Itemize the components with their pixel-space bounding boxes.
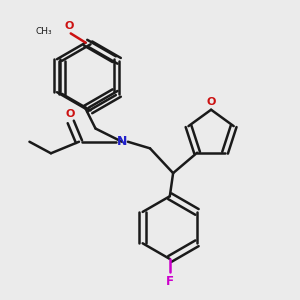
Text: O: O	[206, 97, 216, 107]
Text: CH₃: CH₃	[36, 27, 52, 36]
Text: F: F	[166, 275, 174, 288]
Text: O: O	[64, 21, 74, 31]
Text: N: N	[117, 135, 127, 148]
Text: O: O	[65, 109, 75, 119]
